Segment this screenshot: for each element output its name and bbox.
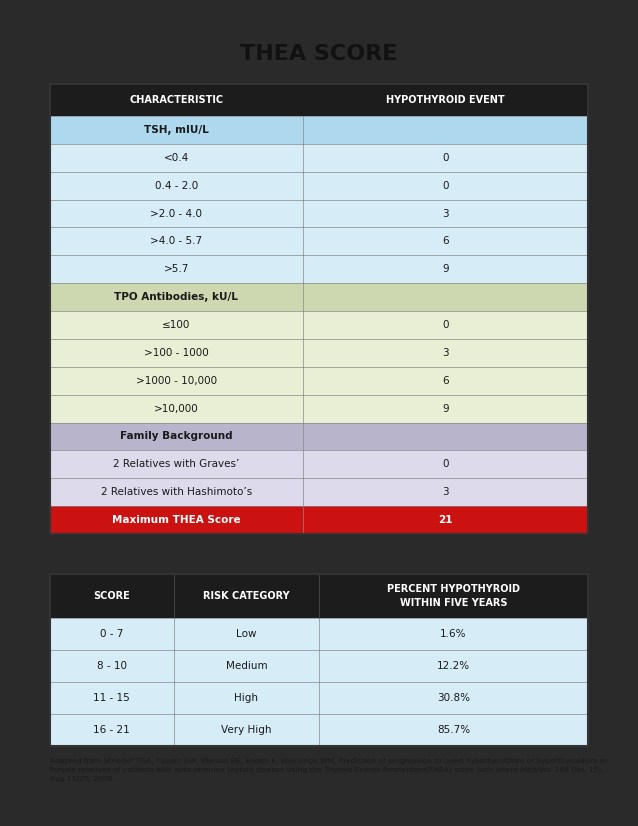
Text: 30.8%: 30.8% — [437, 693, 470, 703]
Text: Low: Low — [236, 629, 256, 639]
Text: >1000 - 10,000: >1000 - 10,000 — [136, 376, 217, 386]
Text: CHARACTERISTIC: CHARACTERISTIC — [130, 95, 223, 105]
Bar — [50, 714, 588, 746]
Bar — [50, 650, 588, 682]
Text: SCORE: SCORE — [94, 591, 130, 601]
Text: 9: 9 — [442, 264, 449, 274]
Bar — [50, 618, 588, 650]
Text: 9: 9 — [442, 404, 449, 414]
Text: 85.7%: 85.7% — [437, 725, 470, 735]
Text: Maximum THEA Score: Maximum THEA Score — [112, 515, 241, 525]
Text: 0.4 - 2.0: 0.4 - 2.0 — [155, 181, 198, 191]
Bar — [50, 84, 588, 116]
Text: Adapted from Strieder TGA, Tijssen JGP, Wenzel BE, Enden E, Wiersinga WM, Predic: Adapted from Strieder TGA, Tijssen JGP, … — [50, 758, 607, 781]
Text: 21: 21 — [438, 515, 453, 525]
Text: >5.7: >5.7 — [164, 264, 189, 274]
Bar — [50, 227, 588, 255]
Text: >2.0 - 4.0: >2.0 - 4.0 — [151, 208, 202, 219]
Bar — [50, 478, 588, 506]
Text: TPO Antibodies, kU/L: TPO Antibodies, kU/L — [114, 292, 239, 302]
Text: HYPOTHYROID EVENT: HYPOTHYROID EVENT — [386, 95, 505, 105]
Bar — [50, 311, 588, 339]
Text: 0: 0 — [442, 320, 449, 330]
Text: RISK CATEGORY: RISK CATEGORY — [203, 591, 290, 601]
Text: 0: 0 — [442, 181, 449, 191]
Bar — [50, 172, 588, 200]
Text: <0.4: <0.4 — [164, 153, 189, 163]
Text: ≤100: ≤100 — [162, 320, 191, 330]
Bar — [50, 423, 588, 450]
Text: 3: 3 — [442, 348, 449, 358]
Bar — [50, 339, 588, 367]
Text: 12.2%: 12.2% — [437, 661, 470, 671]
Text: 16 - 21: 16 - 21 — [94, 725, 130, 735]
Text: 1.6%: 1.6% — [440, 629, 467, 639]
Text: Very High: Very High — [221, 725, 272, 735]
Text: 3: 3 — [442, 208, 449, 219]
Bar — [50, 200, 588, 227]
Bar — [50, 283, 588, 311]
Bar — [50, 144, 588, 172]
Bar — [50, 255, 588, 283]
Text: >4.0 - 5.7: >4.0 - 5.7 — [151, 236, 202, 246]
Text: 6: 6 — [442, 376, 449, 386]
Bar — [50, 450, 588, 478]
Text: 0: 0 — [442, 153, 449, 163]
Text: Medium: Medium — [226, 661, 267, 671]
Bar — [50, 116, 588, 144]
Text: >100 - 1000: >100 - 1000 — [144, 348, 209, 358]
Text: THEA SCORE: THEA SCORE — [241, 44, 397, 64]
Text: 2 Relatives with Graves’: 2 Relatives with Graves’ — [113, 459, 240, 469]
Bar — [50, 682, 588, 714]
Bar — [50, 506, 588, 534]
Bar — [50, 574, 588, 746]
Text: 11 - 15: 11 - 15 — [94, 693, 130, 703]
Text: 3: 3 — [442, 487, 449, 497]
Bar — [50, 395, 588, 423]
Bar — [50, 84, 588, 534]
Text: 8 - 10: 8 - 10 — [97, 661, 127, 671]
Bar — [50, 367, 588, 395]
Text: High: High — [234, 693, 258, 703]
Text: PERCENT HYPOTHYROID
WITHIN FIVE YEARS: PERCENT HYPOTHYROID WITHIN FIVE YEARS — [387, 585, 520, 608]
Text: TSH, mIU/L: TSH, mIU/L — [144, 125, 209, 135]
Text: >10,000: >10,000 — [154, 404, 199, 414]
Text: 0 - 7: 0 - 7 — [100, 629, 124, 639]
Text: 2 Relatives with Hashimoto’s: 2 Relatives with Hashimoto’s — [101, 487, 252, 497]
Text: 6: 6 — [442, 236, 449, 246]
Text: 0: 0 — [442, 459, 449, 469]
Bar — [50, 574, 588, 618]
Text: Family Background: Family Background — [120, 431, 233, 441]
